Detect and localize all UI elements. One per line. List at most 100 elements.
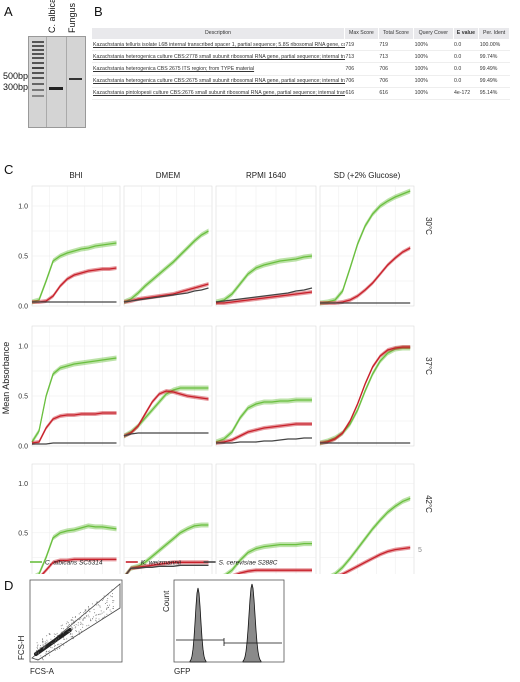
series-ribbon (124, 522, 209, 574)
hit-description-link[interactable]: Kazachstania heterogenica culture CBS:26… (92, 75, 345, 88)
scatter-point (75, 624, 77, 626)
scatter-point (94, 612, 96, 614)
histogram-x-label: GFP (174, 667, 190, 676)
scatter-point (106, 609, 108, 610)
scatter-point (40, 646, 42, 648)
histogram-peak (242, 583, 262, 663)
scatter-point (101, 612, 103, 614)
scatter-point (42, 648, 44, 650)
scatter-point (90, 619, 91, 621)
series-line (215, 287, 313, 303)
scatter-point (109, 604, 111, 606)
scatter-point (53, 642, 55, 644)
scatter-point (95, 614, 97, 616)
scatter-point (79, 633, 81, 635)
series-line (235, 569, 312, 574)
scatter-point (84, 610, 86, 612)
col-max-score[interactable]: Max Score (344, 28, 379, 39)
scatter-point (54, 640, 56, 642)
scatter-point (36, 658, 38, 660)
scatter-point (97, 614, 99, 616)
series-line (123, 432, 209, 437)
scatter-point (61, 624, 63, 626)
hit-description-link[interactable]: Kazachstania telluris isolate L6B intern… (92, 39, 345, 52)
scatter-point (69, 631, 70, 633)
scatter-point (79, 619, 81, 621)
scatter-point (60, 631, 62, 633)
scatter-point (57, 634, 59, 636)
ladder-band (32, 67, 44, 69)
hit-max-score: 719 (344, 39, 379, 52)
scatter-point (71, 626, 73, 628)
scatter-point (83, 617, 85, 619)
scatter-point (70, 629, 72, 631)
scatter-point (75, 616, 76, 617)
col-query-cover[interactable]: Query Cover (413, 28, 454, 39)
col-e-value[interactable]: E value (453, 28, 480, 39)
scatter-point (70, 633, 72, 634)
scatter-point (103, 611, 105, 613)
scatter-point (40, 645, 41, 646)
scatter-point (51, 647, 53, 649)
scatter-point (55, 638, 57, 640)
scatter-point (101, 599, 103, 601)
facet-row-title: 42°C (424, 495, 433, 513)
scatter-point (99, 606, 101, 608)
scatter-point (45, 645, 47, 647)
scatter-point (86, 615, 88, 617)
scatter-point (80, 629, 82, 631)
scatter-point (100, 613, 102, 615)
series-line (319, 346, 411, 444)
scatter-point (77, 622, 79, 624)
scatter-point (39, 647, 41, 649)
series-line (341, 546, 411, 574)
col-per-ident[interactable]: Per. Ident (478, 28, 510, 39)
y-tick-label: 0.5 (18, 254, 28, 261)
series-line (319, 190, 411, 304)
scatter-point (113, 607, 114, 609)
y-tick-label: 0.0 (18, 304, 28, 311)
ladder-band (32, 57, 44, 59)
scatter-point (75, 630, 77, 632)
scatter-point (81, 623, 83, 625)
hit-description-link[interactable]: Kazachstania heterogenica CBS 2675 ITS r… (92, 62, 345, 76)
scatter-point (70, 619, 72, 621)
scatter-point (111, 596, 113, 597)
series-line (125, 564, 209, 574)
scatter-point (62, 644, 64, 646)
scatter-point (46, 635, 48, 637)
scatter-point (75, 626, 77, 628)
y-tick-label: 1.0 (18, 204, 28, 211)
hit-description-link[interactable]: Kazachstania heterogenica culture CBS:27… (92, 50, 345, 64)
hit-total-score: 616 (378, 87, 414, 100)
scatter-point (37, 653, 39, 655)
scatter-point (89, 608, 91, 610)
scatter-point (80, 623, 81, 625)
scatter-point (63, 637, 65, 638)
scatter-point (51, 642, 53, 644)
col-total-score[interactable]: Total Score (378, 28, 415, 39)
series-line (225, 542, 312, 574)
hit-description-link[interactable]: Kazachstania pintolopesii culture CBS:26… (92, 87, 345, 100)
scatter-point (77, 624, 79, 626)
histogram-peak (189, 587, 207, 663)
table-row: Kazachstania pintolopesii culture CBS:26… (92, 87, 510, 100)
hit-max-score: 713 (344, 50, 379, 64)
scatter-point (72, 622, 74, 623)
scatter-point (107, 594, 109, 596)
hit-query-cover: 100% (413, 62, 453, 76)
scatter-point (44, 643, 46, 645)
scatter-point (101, 617, 103, 619)
col-description[interactable]: Description (92, 28, 345, 39)
scatter-point (65, 641, 67, 643)
blast-results-table: Description Max Score Total Score Query … (92, 28, 510, 100)
ladder-band (32, 49, 44, 51)
scatter-point (60, 643, 62, 644)
scatter-point (112, 600, 114, 602)
hit-per-ident: 99.49% (478, 75, 510, 88)
scatter-point (95, 617, 97, 619)
scatter-point (72, 616, 74, 618)
scatter-point (43, 646, 45, 648)
table-row: Kazachstania telluris isolate L6B intern… (92, 39, 510, 52)
scatter-point (45, 655, 47, 657)
